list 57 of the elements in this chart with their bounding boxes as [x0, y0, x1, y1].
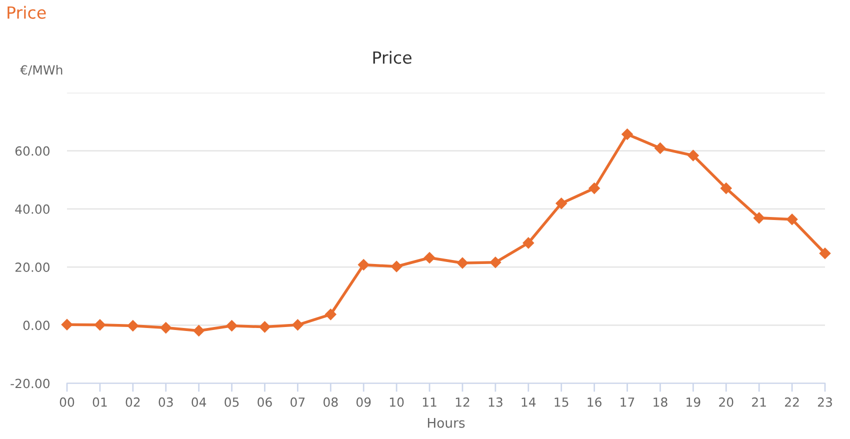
y-tick-label: -20.00 [10, 378, 50, 388]
point [490, 256, 502, 268]
point [94, 319, 106, 330]
point [325, 308, 336, 320]
point [456, 257, 468, 269]
y-tick-label: 60.00 [15, 146, 50, 156]
x-tick-label: 07 [290, 397, 305, 407]
x-tick-label: 21 [752, 397, 766, 407]
x-tick-label: 22 [785, 397, 799, 407]
point [358, 259, 370, 270]
point [622, 128, 633, 140]
x-tick-label: 04 [192, 397, 206, 407]
x-tick-label: 02 [126, 397, 140, 407]
chart-title: Price [373, 50, 412, 64]
point [259, 321, 270, 333]
x-tick-label: 12 [456, 397, 470, 407]
point [160, 322, 172, 334]
point [720, 182, 732, 194]
point [786, 214, 798, 226]
x-tick-label: 00 [60, 397, 74, 407]
x-tick-label: 15 [554, 398, 568, 407]
x-tick-label: 05 [224, 397, 239, 407]
point [654, 142, 666, 154]
x-tick-label: 14 [522, 398, 536, 407]
x-tick-label: 08 [324, 397, 338, 407]
point [753, 212, 765, 224]
point [588, 182, 600, 194]
point [819, 248, 831, 260]
x-tick-label: 11 [422, 398, 436, 407]
x-tick-label: 23 [818, 397, 832, 407]
x-tick-label: 19 [686, 397, 700, 407]
x-tick-label: 01 [92, 397, 107, 407]
y-axis-title: €/MWh [20, 64, 62, 76]
x-tick-label: 10 [390, 397, 404, 407]
x-tick-label: 18 [654, 397, 668, 407]
point [127, 320, 139, 332]
point [522, 237, 534, 249]
text: Price [8, 6, 46, 19]
y-tick-label: 40.00 [15, 204, 50, 214]
x-tick-label: 03 [158, 397, 173, 407]
point [226, 320, 238, 332]
y-tick-label: 20.00 [15, 262, 50, 272]
x-tick-label: 17 [620, 398, 634, 407]
x-tick-label: 06 [258, 397, 272, 407]
point [61, 318, 73, 330]
point [193, 325, 204, 336]
x-axis-title: Hours [428, 418, 465, 428]
x-tick-label: 09 [356, 397, 371, 407]
x-tick-label: 16 [588, 397, 602, 407]
point [390, 260, 402, 272]
point [688, 150, 699, 162]
point [292, 319, 304, 330]
point [556, 198, 567, 210]
y-tick-label: 0.00 [23, 320, 50, 330]
x-tick-label: 20 [719, 397, 734, 407]
point [424, 252, 436, 264]
x-tick-label: 13 [488, 397, 502, 407]
